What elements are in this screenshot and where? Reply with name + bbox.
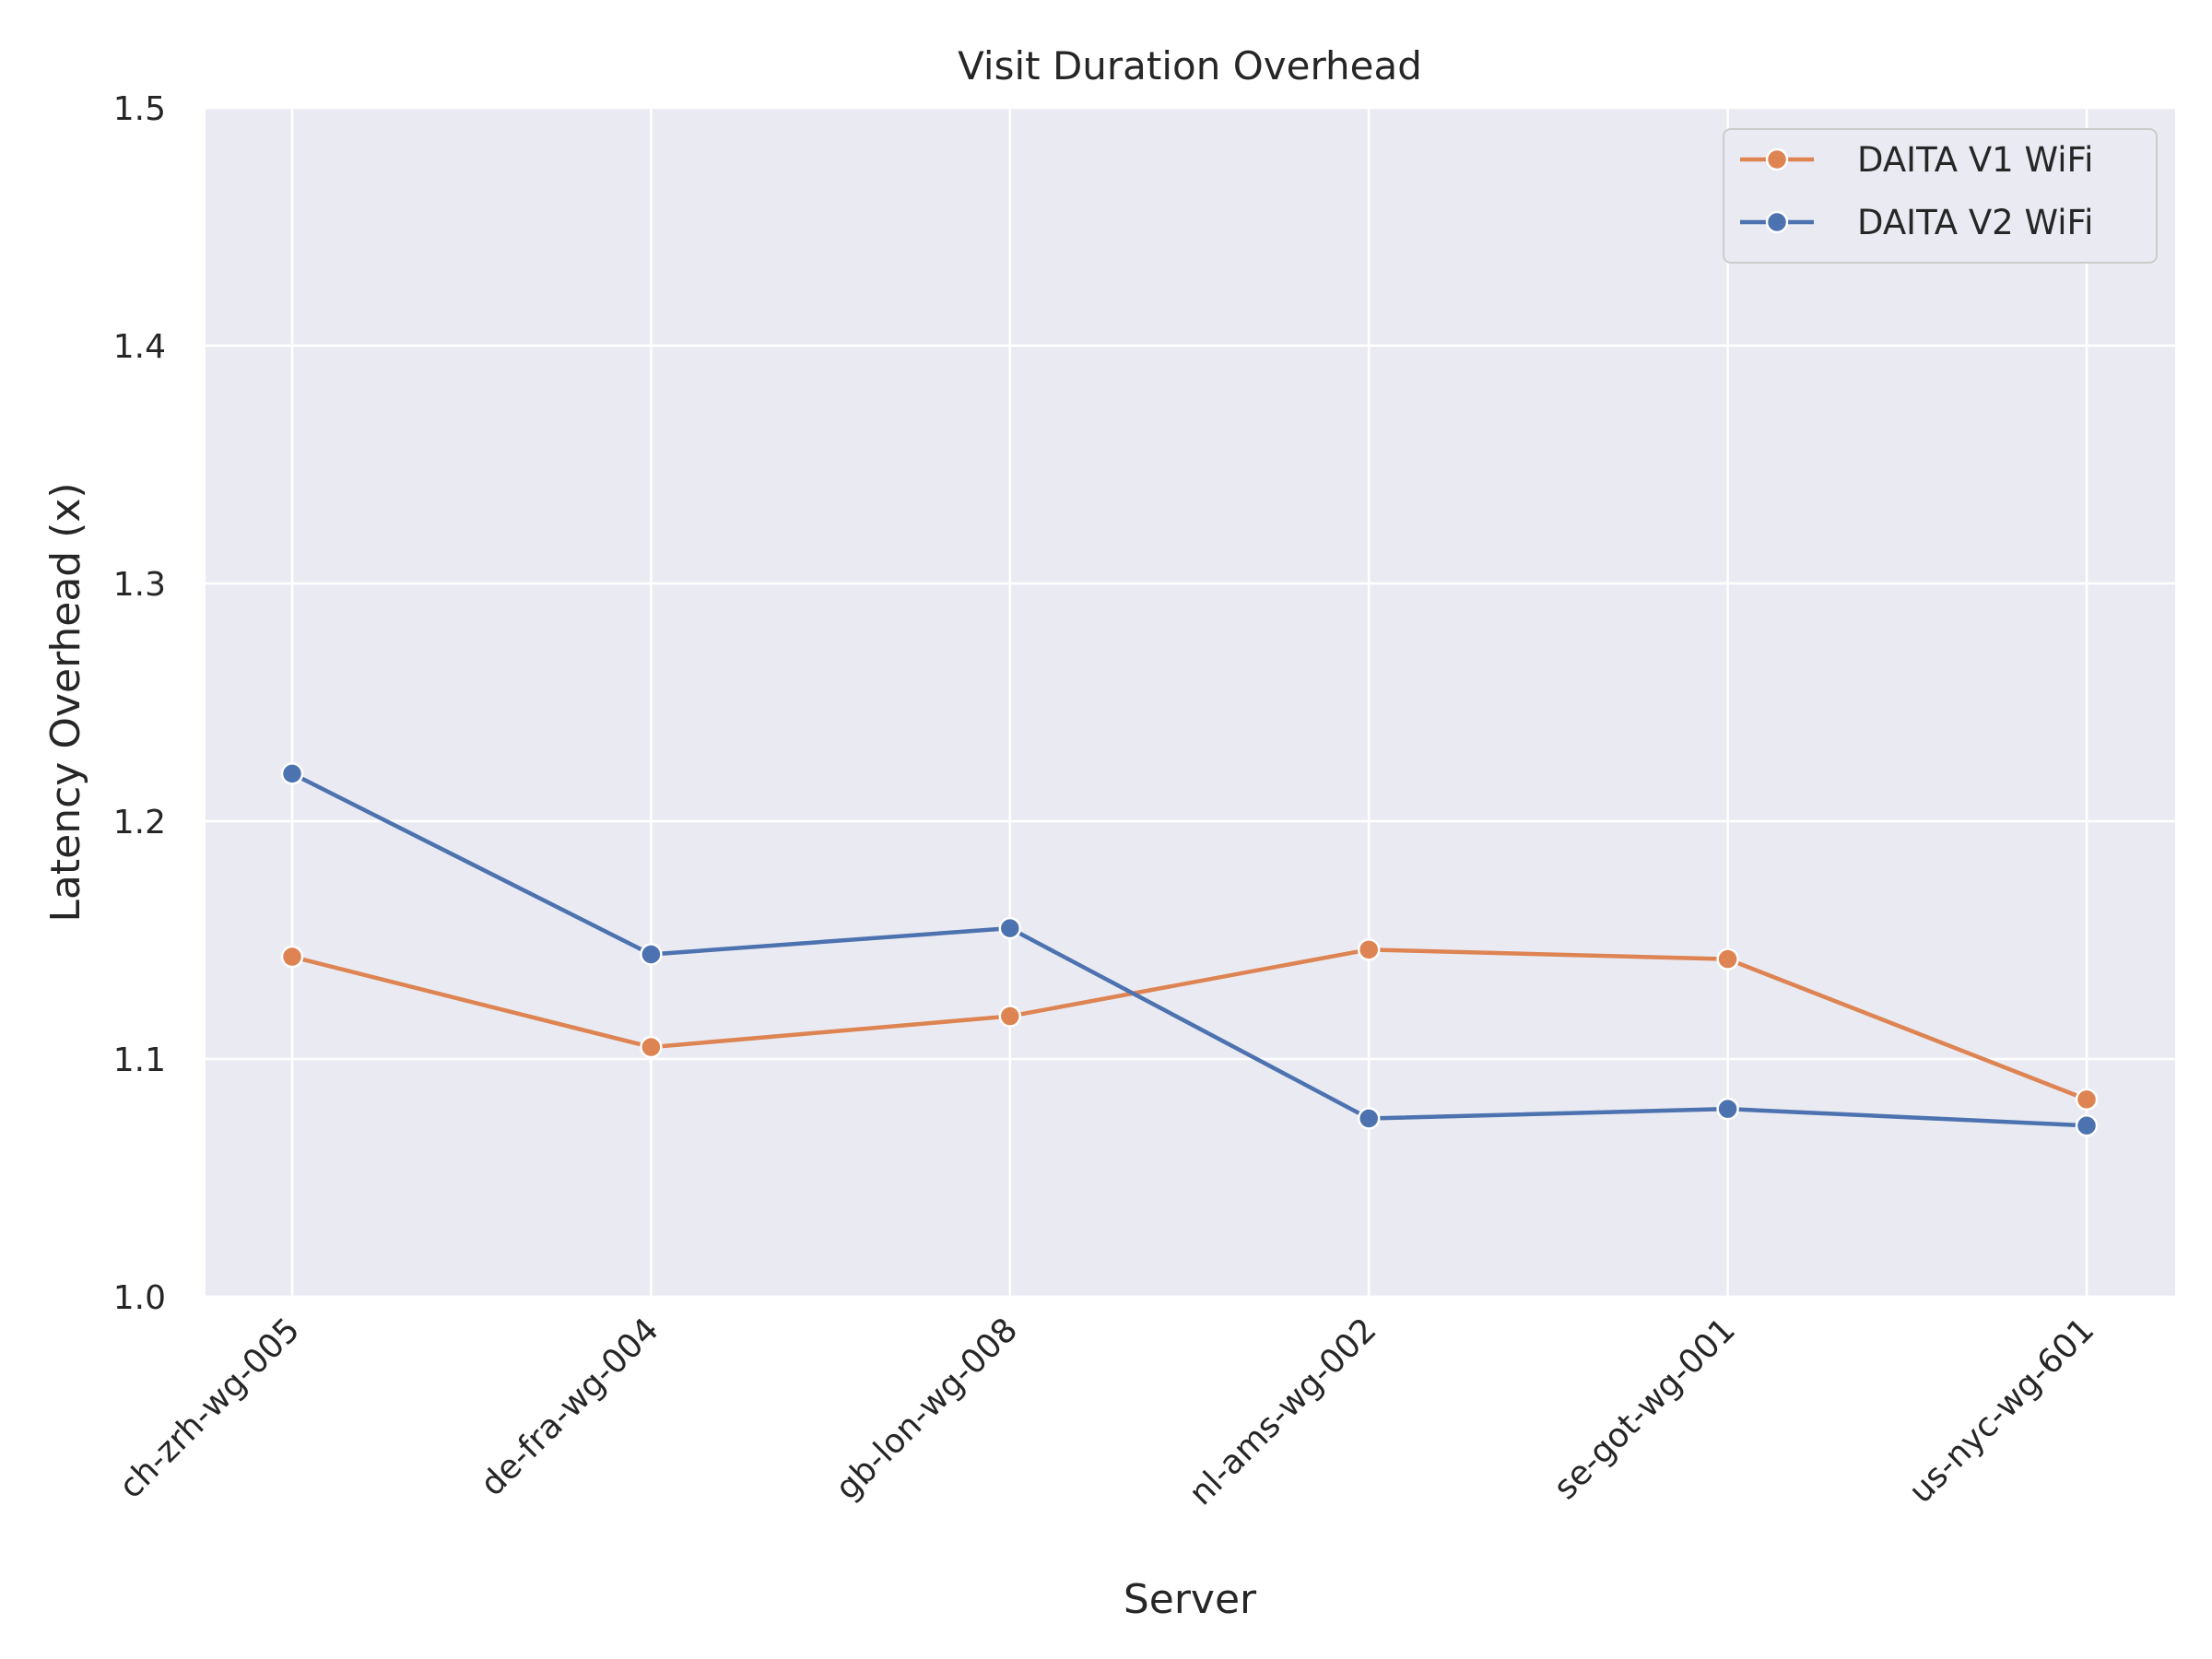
x-tick-label: nl-ams-wg-002 — [1182, 1311, 1384, 1512]
data-point — [1716, 1097, 1739, 1121]
grid-lines — [206, 106, 2175, 1299]
series-line — [289, 771, 2089, 1128]
y-tick-label: 1.5 — [113, 90, 166, 128]
data-point — [640, 943, 663, 966]
data-point — [2075, 1113, 2099, 1137]
x-tick-label: de-fra-wg-004 — [474, 1311, 666, 1503]
x-tick-label: ch-zrh-wg-005 — [112, 1311, 308, 1506]
y-tick-label: 1.2 — [113, 804, 166, 841]
y-axis-label: Latency Overhead (x) — [42, 482, 89, 922]
y-tick-label: 1.1 — [113, 1041, 166, 1079]
x-tick-label: se-got-wg-001 — [1547, 1311, 1743, 1507]
x-tick-labels: ch-zrh-wg-005 de-fra-wg-004 gb-lon-wg-008 n… — [112, 1311, 2102, 1512]
x-axis-label: Server — [1124, 1576, 1257, 1623]
plot-area — [206, 108, 2175, 1297]
series-1 — [280, 938, 2099, 1112]
data-point — [1716, 947, 1739, 971]
x-tick-label: gb-lon-wg-008 — [829, 1311, 1025, 1507]
data-point — [1357, 1107, 1381, 1130]
y-tick-label: 1.3 — [113, 566, 166, 604]
y-tick-labels: 1.0 1.1 1.2 1.3 1.4 1.5 — [113, 90, 166, 1317]
legend: DAITA V1 WiFi DAITA V2 WiFi — [1723, 128, 2158, 264]
legend-label: DAITA V2 WiFi — [1857, 203, 2093, 242]
data-point — [2075, 1088, 2099, 1112]
data-point — [1357, 938, 1381, 961]
x-tick-label: us-nyc-wg-601 — [1902, 1311, 2102, 1511]
data-point — [280, 762, 304, 785]
series-line — [289, 947, 2089, 1102]
y-tick-label: 1.4 — [113, 328, 166, 366]
chart-title: Visit Duration Overhead — [958, 43, 1422, 88]
data-point — [640, 1035, 663, 1059]
y-tick-label: 1.0 — [113, 1279, 166, 1317]
data-point — [998, 1005, 1022, 1028]
series-layer — [280, 762, 2099, 1137]
legend-marker — [1765, 147, 1789, 171]
series-2 — [280, 762, 2099, 1137]
data-point — [280, 945, 304, 969]
legend-box — [1723, 128, 2158, 264]
legend-marker — [1765, 210, 1789, 234]
legend-label: DAITA V1 WiFi — [1857, 140, 2093, 180]
data-point — [998, 916, 1022, 940]
